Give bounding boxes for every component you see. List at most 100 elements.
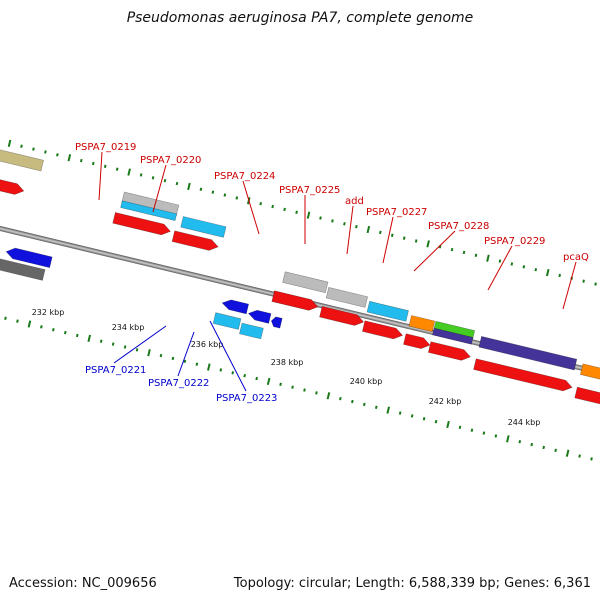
ring-dot [422, 417, 426, 421]
feature-bar [0, 148, 44, 172]
kbp-label: 234 kbp [112, 323, 145, 332]
ring-dot [319, 216, 322, 220]
ring-dot [255, 376, 258, 381]
ring-dot [522, 265, 526, 269]
ring-dot [115, 167, 119, 171]
ring-dot [123, 345, 127, 349]
accession-text: Accession: NC_009656 [9, 576, 157, 591]
ring-dot [16, 319, 19, 323]
leader-line [562, 261, 577, 310]
gene-label-pspa7-0225: PSPA7_0225 [279, 185, 340, 196]
ring-dot [219, 368, 223, 372]
gene-arrow [319, 305, 365, 326]
ring-dot [56, 153, 59, 157]
leader-line [487, 245, 513, 291]
ring-dot [339, 396, 342, 401]
ring-dot [582, 279, 585, 283]
ring-dot [426, 240, 430, 248]
gene-arrow [271, 290, 319, 311]
gene-label-pspa7-0222: PSPA7_0222 [148, 378, 209, 389]
ring-dot [103, 164, 107, 169]
gene-label-pcaq: pcaQ [563, 252, 589, 263]
ring-dot [266, 377, 271, 386]
ring-dot [343, 222, 346, 226]
ring-dot [402, 236, 406, 240]
leader-line [113, 325, 167, 364]
ring-dot [91, 161, 95, 166]
inner-dotted-ring [4, 316, 593, 461]
ring-dot [450, 247, 454, 252]
gene-arrow [403, 333, 431, 349]
gene-labels: PSPA7_0219 PSPA7_0220 PSPA7_0224 PSPA7_0… [75, 142, 589, 404]
ring-dot [147, 349, 151, 357]
ring-dot [315, 391, 318, 395]
ring-dot [271, 204, 274, 209]
ring-dot [378, 230, 382, 235]
ring-dot [32, 147, 35, 151]
ring-dot [44, 150, 47, 154]
ring-dot [223, 193, 227, 197]
ring-dot [163, 179, 167, 183]
gene-arrow [270, 316, 283, 329]
gene-label-add: add [345, 196, 364, 207]
ring-dot [414, 239, 418, 243]
gene-features [0, 148, 600, 406]
ring-dot [20, 144, 23, 148]
gene-arrow [112, 212, 171, 236]
ring-dot [398, 411, 402, 415]
ring-dot [4, 316, 7, 320]
topology-summary-text: Topology: circular; Length: 6,588,339 bp… [233, 576, 591, 591]
ring-dot [434, 419, 438, 424]
ring-dot [331, 219, 334, 223]
ring-dot [283, 207, 286, 212]
ring-dot [446, 420, 450, 429]
ring-dot [175, 181, 179, 186]
ring-dot [474, 253, 478, 258]
leader-line [177, 331, 195, 377]
gene-label-pspa7-0219: PSPA7_0219 [75, 142, 136, 153]
ring-dot [470, 428, 474, 432]
ring-dot [199, 187, 203, 191]
ring-dot [295, 210, 298, 214]
ring-dot [79, 158, 83, 163]
kbp-label: 240 kbp [350, 377, 383, 386]
ring-dot [27, 320, 32, 328]
map-title: Pseudomonas aeruginosa PA7, complete gen… [127, 10, 474, 26]
ring-dot [534, 268, 538, 272]
ring-dot [590, 457, 593, 461]
ring-dot [494, 434, 498, 438]
ring-dot [171, 356, 175, 361]
gene-label-pspa7-0224: PSPA7_0224 [214, 171, 275, 182]
feature-bar [579, 363, 600, 384]
feature-bar [478, 336, 578, 371]
ring-dot [386, 406, 391, 414]
ring-dot [235, 196, 239, 200]
feature-bar [212, 312, 242, 330]
ring-dot [554, 448, 557, 453]
kbp-scale-labels: 232 kbp 234 kbp 236 kbp 238 kbp 240 kbp … [32, 308, 541, 427]
feature-bar [239, 322, 264, 340]
ring-dot [195, 362, 199, 366]
kbp-label: 242 kbp [429, 397, 462, 406]
kbp-label: 232 kbp [32, 308, 65, 317]
ring-dot [410, 414, 414, 418]
ring-dot [187, 182, 191, 191]
ring-dot [111, 342, 115, 346]
gene-arrow [574, 386, 600, 406]
ring-dot [518, 440, 522, 444]
leader-line [98, 151, 103, 201]
ring-dot [87, 334, 92, 342]
ring-dot [151, 176, 155, 180]
ring-dot [7, 139, 12, 148]
feature-bar [366, 300, 409, 322]
leader-line [152, 164, 167, 213]
gene-arrow [221, 299, 249, 315]
feature-bar [0, 256, 46, 281]
gene-arrow [427, 341, 471, 361]
ring-dot [291, 385, 294, 389]
leader-line [382, 216, 394, 264]
ring-dot [558, 273, 562, 278]
feature-bar [408, 315, 436, 333]
